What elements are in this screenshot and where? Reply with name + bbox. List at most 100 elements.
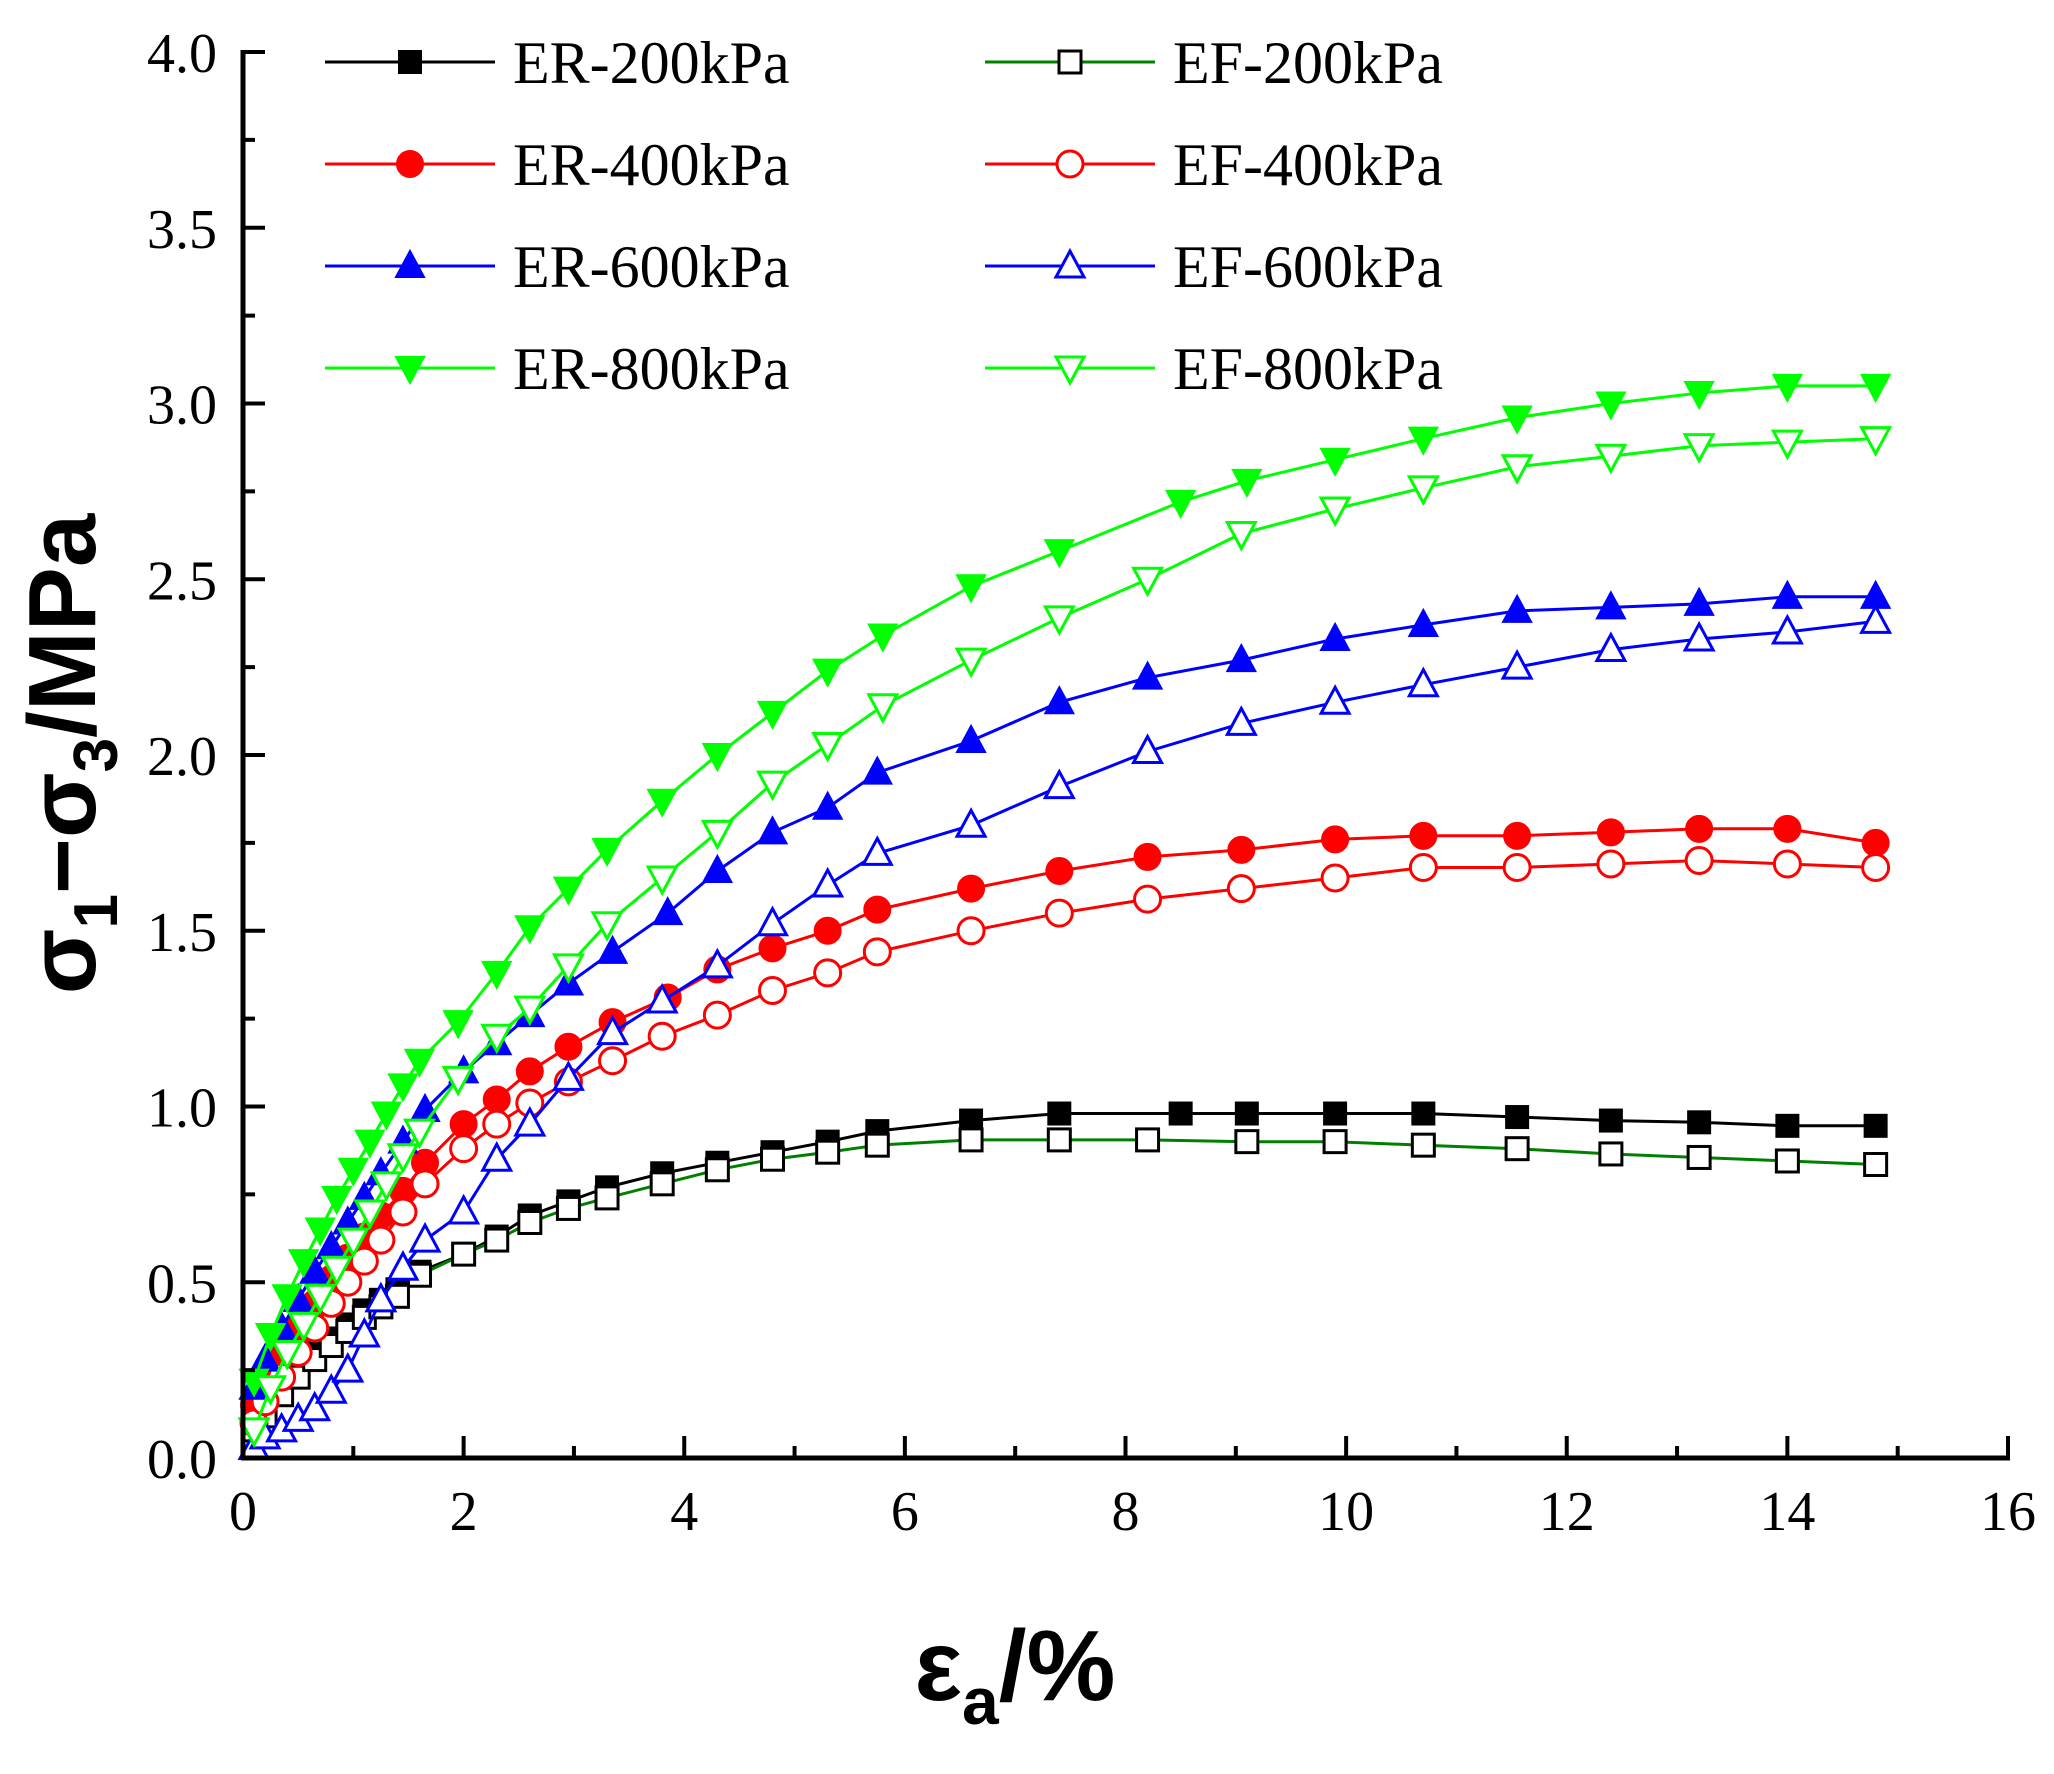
data-point xyxy=(955,574,987,604)
data-point xyxy=(1500,454,1534,485)
data-point xyxy=(1323,1101,1348,1126)
data-point xyxy=(954,807,988,838)
data-point xyxy=(449,1110,478,1139)
data-point xyxy=(1131,660,1164,690)
data-point xyxy=(1322,1129,1348,1155)
x-tick-label: 2 xyxy=(450,1481,478,1543)
legend-marker xyxy=(398,50,422,74)
data-point xyxy=(815,1139,841,1165)
data-point xyxy=(1859,603,1893,634)
x-title-sub: a xyxy=(962,1664,1000,1738)
data-point xyxy=(760,1146,785,1172)
x-tick-label: 6 xyxy=(891,1481,919,1543)
data-point xyxy=(403,1048,436,1078)
data-point xyxy=(755,770,790,802)
data-point xyxy=(515,1057,544,1086)
legend-label: ER-200kPa xyxy=(513,30,790,96)
data-point xyxy=(254,1322,287,1353)
data-point xyxy=(1234,1129,1260,1155)
data-point xyxy=(1042,768,1076,800)
series-layer xyxy=(237,373,1893,1460)
data-point xyxy=(1224,705,1258,736)
y-tick-label: 0.0 xyxy=(147,1429,217,1491)
x-tick-label: 16 xyxy=(1980,1481,2036,1543)
data-point xyxy=(1594,443,1628,475)
data-point xyxy=(554,1032,583,1061)
data-point xyxy=(237,1417,271,1449)
legend-marker xyxy=(1053,247,1087,279)
legend-entry: EF-800kPa xyxy=(985,336,1443,402)
data-point xyxy=(1596,849,1626,879)
data-point xyxy=(410,1169,440,1199)
data-point xyxy=(954,647,988,679)
x-tick-label: 10 xyxy=(1318,1481,1374,1543)
data-point xyxy=(1131,566,1165,598)
data-point xyxy=(1047,1101,1072,1126)
data-point xyxy=(1859,373,1892,404)
legend-label: EF-400kPa xyxy=(1173,132,1443,198)
legend-label: EF-800kPa xyxy=(1173,336,1443,402)
data-point xyxy=(270,1340,304,1371)
data-point xyxy=(1501,593,1533,623)
y-title-sigma1: σ xyxy=(9,929,116,995)
data-point xyxy=(303,1283,337,1315)
data-point xyxy=(596,1014,630,1046)
data-point xyxy=(353,1199,387,1231)
y-tick-label: 4.0 xyxy=(147,23,217,85)
y-axis-title: σ1−σ3/MPa xyxy=(9,513,131,994)
data-point xyxy=(1596,818,1625,847)
data-point xyxy=(442,1010,474,1040)
data-point xyxy=(1044,898,1074,928)
x-tick-label: 14 xyxy=(1759,1481,1815,1543)
data-point xyxy=(551,1060,585,1091)
data-point xyxy=(1772,849,1802,879)
data-point xyxy=(366,1225,396,1255)
data-point xyxy=(298,1390,332,1422)
data-point xyxy=(1131,733,1165,764)
data-point xyxy=(1406,475,1440,507)
data-point xyxy=(1227,835,1256,864)
data-point xyxy=(958,1127,984,1153)
data-point xyxy=(758,934,787,963)
data-point xyxy=(1595,391,1627,421)
data-point xyxy=(1595,590,1627,620)
data-point xyxy=(1682,433,1716,464)
data-point xyxy=(1502,852,1532,882)
data-point xyxy=(1598,1108,1623,1133)
series-line xyxy=(252,1138,1876,1431)
data-point xyxy=(647,1021,677,1051)
data-point xyxy=(591,837,623,868)
data-point xyxy=(347,1316,381,1348)
data-point xyxy=(1682,620,1716,652)
legend: ER-200kPa EF-200kPa ER-400kPa EF-400kPa ER-6… xyxy=(325,30,1443,402)
series-EF-600kPa xyxy=(237,603,1893,1460)
data-point xyxy=(387,1073,419,1103)
x-tick-label: 8 xyxy=(1112,1481,1140,1543)
data-point xyxy=(1135,1127,1161,1153)
data-point xyxy=(1861,828,1890,857)
legend-label: ER-600kPa xyxy=(513,234,790,300)
data-point xyxy=(331,1351,365,1383)
data-point xyxy=(1224,521,1258,552)
data-point xyxy=(1318,496,1352,528)
data-point xyxy=(555,1195,581,1221)
data-point xyxy=(336,1227,370,1259)
data-point xyxy=(700,819,734,851)
data-point xyxy=(1318,684,1352,715)
data-point xyxy=(811,790,844,820)
data-point xyxy=(1863,1113,1888,1138)
data-point xyxy=(386,1143,420,1174)
legend-marker xyxy=(1055,149,1085,179)
data-point xyxy=(646,788,678,818)
data-point xyxy=(314,1373,348,1404)
data-point xyxy=(1683,380,1715,411)
y-tick-label: 3.5 xyxy=(147,199,217,261)
data-point xyxy=(1042,605,1076,637)
data-point xyxy=(594,1185,620,1211)
legend-entry: EF-400kPa xyxy=(985,132,1443,198)
data-point xyxy=(1225,642,1258,673)
data-point xyxy=(1771,373,1804,404)
data-point xyxy=(337,1157,369,1187)
data-point xyxy=(1043,539,1075,569)
data-point xyxy=(1859,426,1893,457)
